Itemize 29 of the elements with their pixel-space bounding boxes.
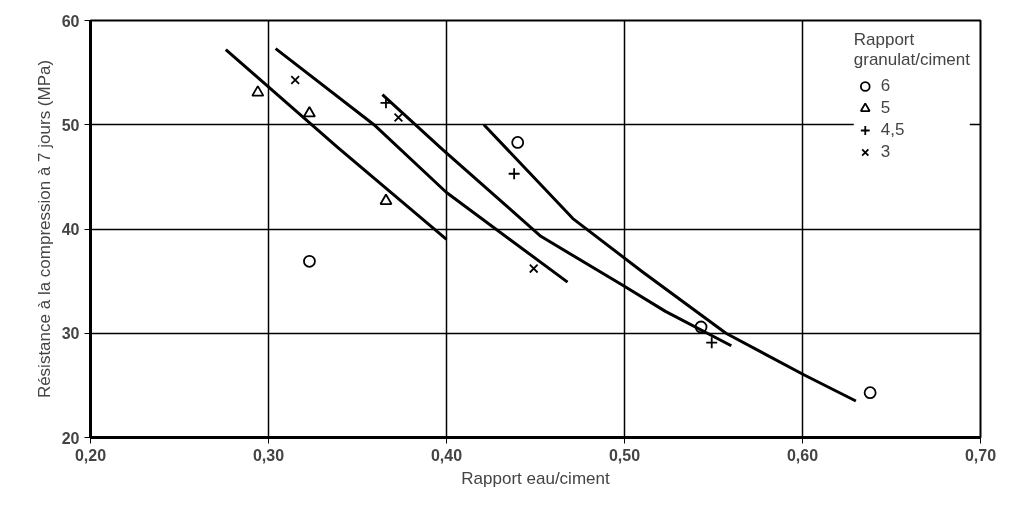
legend-title: Rapport granulat/ciment — [853, 30, 970, 70]
x-tick-label: 0,30 — [252, 446, 285, 464]
y-tick-label: 40 — [61, 221, 80, 238]
y-tick-label: 30 — [61, 325, 80, 343]
point — [528, 263, 539, 274]
point — [863, 386, 877, 400]
legend-label: 6 — [880, 75, 892, 97]
x-tick-label: 0,20 — [74, 446, 107, 464]
x-axis-title: Rapport eau/ciment — [461, 468, 610, 488]
legend-label: 4,5 — [880, 119, 905, 141]
point — [251, 85, 265, 97]
x-tick-label: 0,40 — [430, 446, 463, 464]
y-tick-label: 60 — [61, 12, 80, 30]
x-tick-label: 0,60 — [786, 446, 819, 464]
point — [303, 254, 316, 268]
x-tick-label: 0,50 — [608, 446, 641, 464]
legend-label: 5 — [880, 97, 892, 119]
point — [511, 136, 525, 149]
point — [507, 167, 521, 181]
point — [379, 193, 393, 205]
point — [705, 336, 719, 350]
point — [290, 75, 300, 85]
y-axis-title: Résistance à la compression à 7 jours (MPa) — [34, 59, 54, 399]
x-tick-label: 0,70 — [964, 446, 997, 464]
y-tick-label: 50 — [61, 116, 80, 134]
legend-label: 3 — [880, 141, 892, 163]
y-tick-label: 20 — [61, 429, 80, 447]
point — [303, 106, 316, 118]
point — [393, 112, 404, 123]
